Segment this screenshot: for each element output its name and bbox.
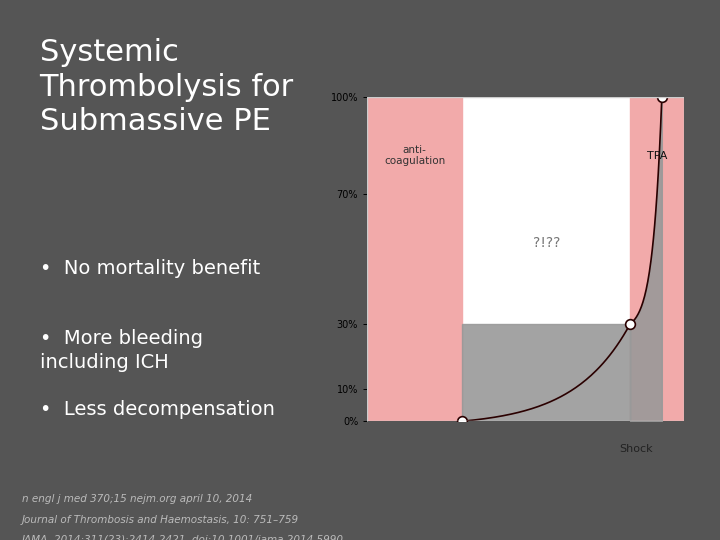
Text: JAMA. 2014;311(23):2414-2421. doi:10.1001/jama.2014.5990: JAMA. 2014;311(23):2414-2421. doi:10.100… xyxy=(22,535,343,540)
Text: •  No mortality benefit: • No mortality benefit xyxy=(40,259,260,278)
Text: TPA: TPA xyxy=(647,151,667,160)
Text: n engl j med 370;15 nejm.org april 10, 2014: n engl j med 370;15 nejm.org april 10, 2… xyxy=(22,494,252,504)
Text: Journal of Thrombosis and Haemostasis, 10: 751–759: Journal of Thrombosis and Haemostasis, 1… xyxy=(22,515,299,525)
Bar xyxy=(630,97,684,421)
Text: Shock: Shock xyxy=(620,444,653,454)
Text: anti-
coagulation: anti- coagulation xyxy=(384,145,446,166)
Bar xyxy=(462,324,630,421)
Text: ?!??: ?!?? xyxy=(533,236,560,250)
Text: •  Less decompensation: • Less decompensation xyxy=(40,400,274,419)
Text: Systemic
Thrombolysis for
Submassive PE: Systemic Thrombolysis for Submassive PE xyxy=(40,38,294,136)
Bar xyxy=(367,97,462,421)
Text: •  More bleeding
including ICH: • More bleeding including ICH xyxy=(40,329,202,372)
